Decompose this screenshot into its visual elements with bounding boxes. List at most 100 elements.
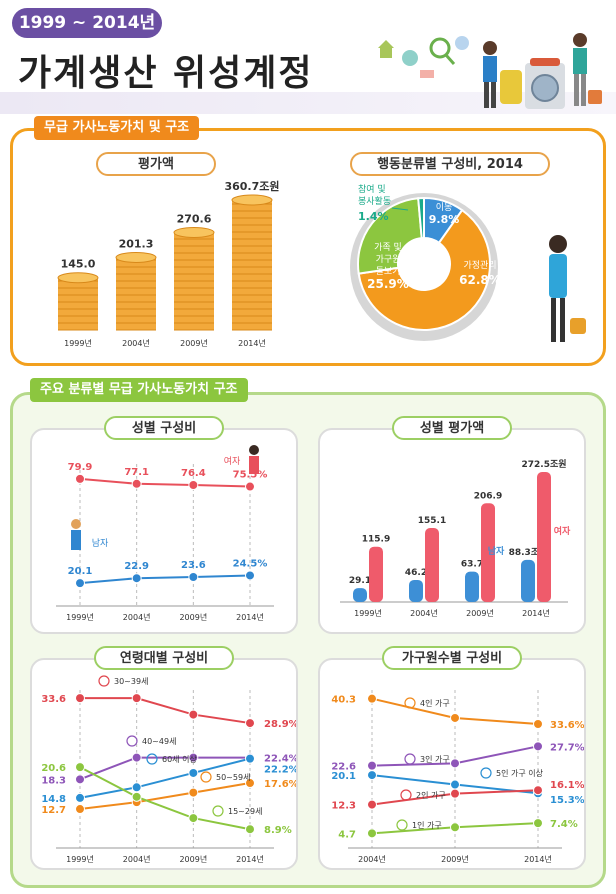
series-name: 2인 가구 bbox=[416, 790, 446, 800]
tick-label: 2014년 bbox=[236, 612, 264, 622]
data-point bbox=[75, 578, 85, 589]
data-label: 33.6 bbox=[41, 694, 66, 705]
data-point bbox=[188, 479, 199, 490]
data-point bbox=[188, 813, 199, 824]
data-point bbox=[188, 767, 199, 778]
data-point bbox=[131, 693, 142, 704]
data-label: 28.9% bbox=[264, 719, 296, 730]
woman-icon bbox=[249, 445, 259, 474]
bar bbox=[425, 528, 439, 602]
series-name: 5인 가구 이상 bbox=[496, 768, 544, 778]
series-line bbox=[79, 782, 251, 811]
data-point bbox=[533, 741, 543, 752]
data-point bbox=[188, 787, 199, 798]
bin-icon bbox=[500, 70, 522, 104]
data-label: 7.4% bbox=[550, 819, 578, 830]
series-name: 60세 이상 bbox=[162, 754, 197, 764]
chore-icons bbox=[378, 36, 469, 78]
gender-share-chart: 1999년 2004년 2009년 2014년 79.9 77.1 76.4 75.5% 20.… bbox=[56, 445, 274, 622]
data-label: 16.1% bbox=[550, 780, 584, 791]
person-icon bbox=[483, 41, 497, 108]
person-icon bbox=[212, 805, 224, 817]
bar bbox=[369, 546, 383, 602]
body bbox=[549, 254, 567, 298]
series-line bbox=[79, 766, 251, 831]
slice-value: 62.8% bbox=[459, 273, 501, 287]
series-line bbox=[79, 477, 251, 488]
data-point bbox=[367, 799, 377, 810]
data-point bbox=[245, 570, 255, 581]
bucket bbox=[570, 318, 586, 334]
gender-value-chart: 29.1 115.9 1999년 46.2 155.1 2004년 63.7 206.9 200… bbox=[340, 458, 571, 618]
data-point bbox=[245, 753, 255, 764]
data-point bbox=[75, 693, 85, 704]
tick-label: 1999년 bbox=[354, 608, 382, 618]
coin-top bbox=[173, 226, 215, 238]
head bbox=[249, 445, 259, 455]
coin-top bbox=[115, 251, 157, 263]
data-label: 76.4 bbox=[181, 468, 206, 479]
slice-value: 9.8% bbox=[429, 213, 460, 226]
data-label: 27.7% bbox=[550, 742, 584, 753]
series-line bbox=[79, 757, 251, 799]
data-point bbox=[131, 791, 142, 802]
bar bbox=[481, 503, 495, 602]
data-point bbox=[450, 788, 460, 799]
data-label: 24.5% bbox=[233, 558, 268, 569]
tick-label: 2004년 bbox=[123, 854, 151, 864]
data-label: 22.9 bbox=[124, 561, 149, 572]
data-point bbox=[75, 774, 85, 785]
tick-label: 2014년 bbox=[522, 608, 550, 618]
bar bbox=[537, 472, 551, 602]
tick-label: 2004년 bbox=[410, 608, 438, 618]
bar bbox=[521, 559, 535, 602]
tick-label: 2009년 bbox=[466, 608, 494, 618]
person-icon bbox=[126, 735, 138, 747]
coin-stack-bar bbox=[57, 272, 99, 331]
data-point bbox=[188, 709, 199, 720]
person-icon bbox=[480, 767, 492, 779]
age-share-chart: 1999년 2004년 2009년 2014년 33.6 28.9% 18.3 22.4% 14… bbox=[41, 675, 296, 864]
slice-label: 참여 및 bbox=[358, 183, 386, 195]
data-point bbox=[188, 572, 199, 583]
donut-hole bbox=[398, 238, 450, 290]
slice-label: 이동 bbox=[436, 202, 453, 213]
bar bbox=[409, 579, 423, 602]
data-point bbox=[367, 828, 377, 839]
slice-value: 25.9% bbox=[367, 277, 409, 291]
age-share-title: 연령대별 구성비 bbox=[94, 646, 234, 670]
data-point bbox=[533, 719, 543, 729]
tick-label: 2009년 bbox=[179, 612, 207, 622]
data-point bbox=[450, 712, 460, 723]
data-point bbox=[533, 818, 543, 829]
gender-value-title: 성별 평가액 bbox=[392, 416, 512, 440]
data-label: 8.9% bbox=[264, 825, 292, 836]
data-point bbox=[188, 752, 199, 763]
series-name: 4인 가구 bbox=[420, 698, 450, 708]
coin-stack-bar bbox=[115, 251, 157, 331]
data-point bbox=[450, 779, 460, 790]
slice-label: 돌보기 bbox=[376, 266, 401, 277]
data-point bbox=[131, 752, 142, 763]
data-label: 12.3 bbox=[331, 801, 356, 812]
data-label: 145.0 bbox=[61, 258, 96, 271]
tick-label: 1999년 bbox=[66, 612, 94, 622]
head bbox=[71, 519, 81, 529]
data-point bbox=[533, 785, 543, 796]
data-label: 22.4% bbox=[264, 754, 296, 765]
series-name: 3인 가구 bbox=[420, 754, 450, 764]
series-name: 1인 가구 bbox=[412, 820, 442, 830]
data-label: 270.6 bbox=[177, 212, 212, 225]
data-label: 4.7 bbox=[338, 829, 356, 840]
data-point bbox=[367, 770, 377, 781]
series-line bbox=[79, 756, 250, 781]
data-label: 360.7조원 bbox=[224, 179, 279, 193]
data-label: 79.9 bbox=[68, 462, 93, 473]
person-icon bbox=[404, 753, 416, 765]
woman-icon bbox=[573, 33, 602, 106]
data-point bbox=[75, 762, 85, 773]
value-chart-title: 평가액 bbox=[96, 152, 216, 176]
coin-top bbox=[231, 194, 273, 206]
data-point bbox=[75, 792, 85, 803]
tick-label: 2004년 bbox=[358, 854, 386, 864]
